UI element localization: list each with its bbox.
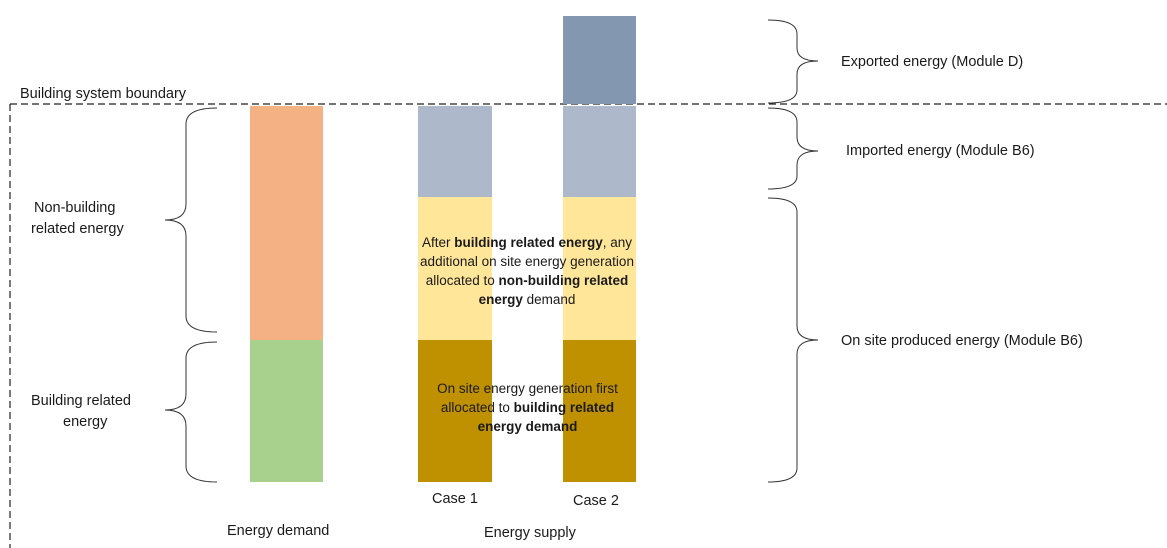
label-case2: Case 2 [573, 493, 619, 509]
boundary-label: Building system boundary [20, 86, 187, 102]
bar-demand-building [250, 340, 323, 482]
bar-case1-imported [418, 106, 492, 197]
brace-building [164, 341, 218, 483]
label-energy-supply: Energy supply [484, 525, 577, 541]
label-imported: Imported energy (Module B6) [846, 143, 1035, 159]
label-non-building-line2: related energy [31, 221, 124, 237]
label-energy-demand: Energy demand [227, 523, 329, 539]
label-building-line1: Building related [31, 393, 131, 409]
annotation-after-building: After building related energy, any addit… [420, 235, 634, 307]
brace-imported [767, 107, 819, 190]
brace-onsite [767, 197, 819, 483]
label-onsite: On site produced energy (Module B6) [841, 333, 1083, 349]
brace-non-building [164, 107, 218, 333]
bar-case2-exported [563, 16, 636, 104]
annotation-first-allocated: On site energy generation first allocate… [437, 381, 618, 434]
label-building-line2: energy [63, 414, 108, 430]
bar-case1-non-building [418, 197, 492, 340]
bar-case2-building [563, 340, 636, 482]
bar-case2-imported [563, 106, 636, 197]
bar-case1-building [418, 340, 492, 482]
label-non-building-line1: Non-building [34, 200, 115, 216]
label-case1: Case 1 [432, 491, 478, 507]
label-exported: Exported energy (Module D) [841, 54, 1023, 70]
bar-case2-non-building [563, 197, 636, 340]
brace-exported [767, 19, 819, 104]
bar-demand-non-building [250, 106, 323, 340]
